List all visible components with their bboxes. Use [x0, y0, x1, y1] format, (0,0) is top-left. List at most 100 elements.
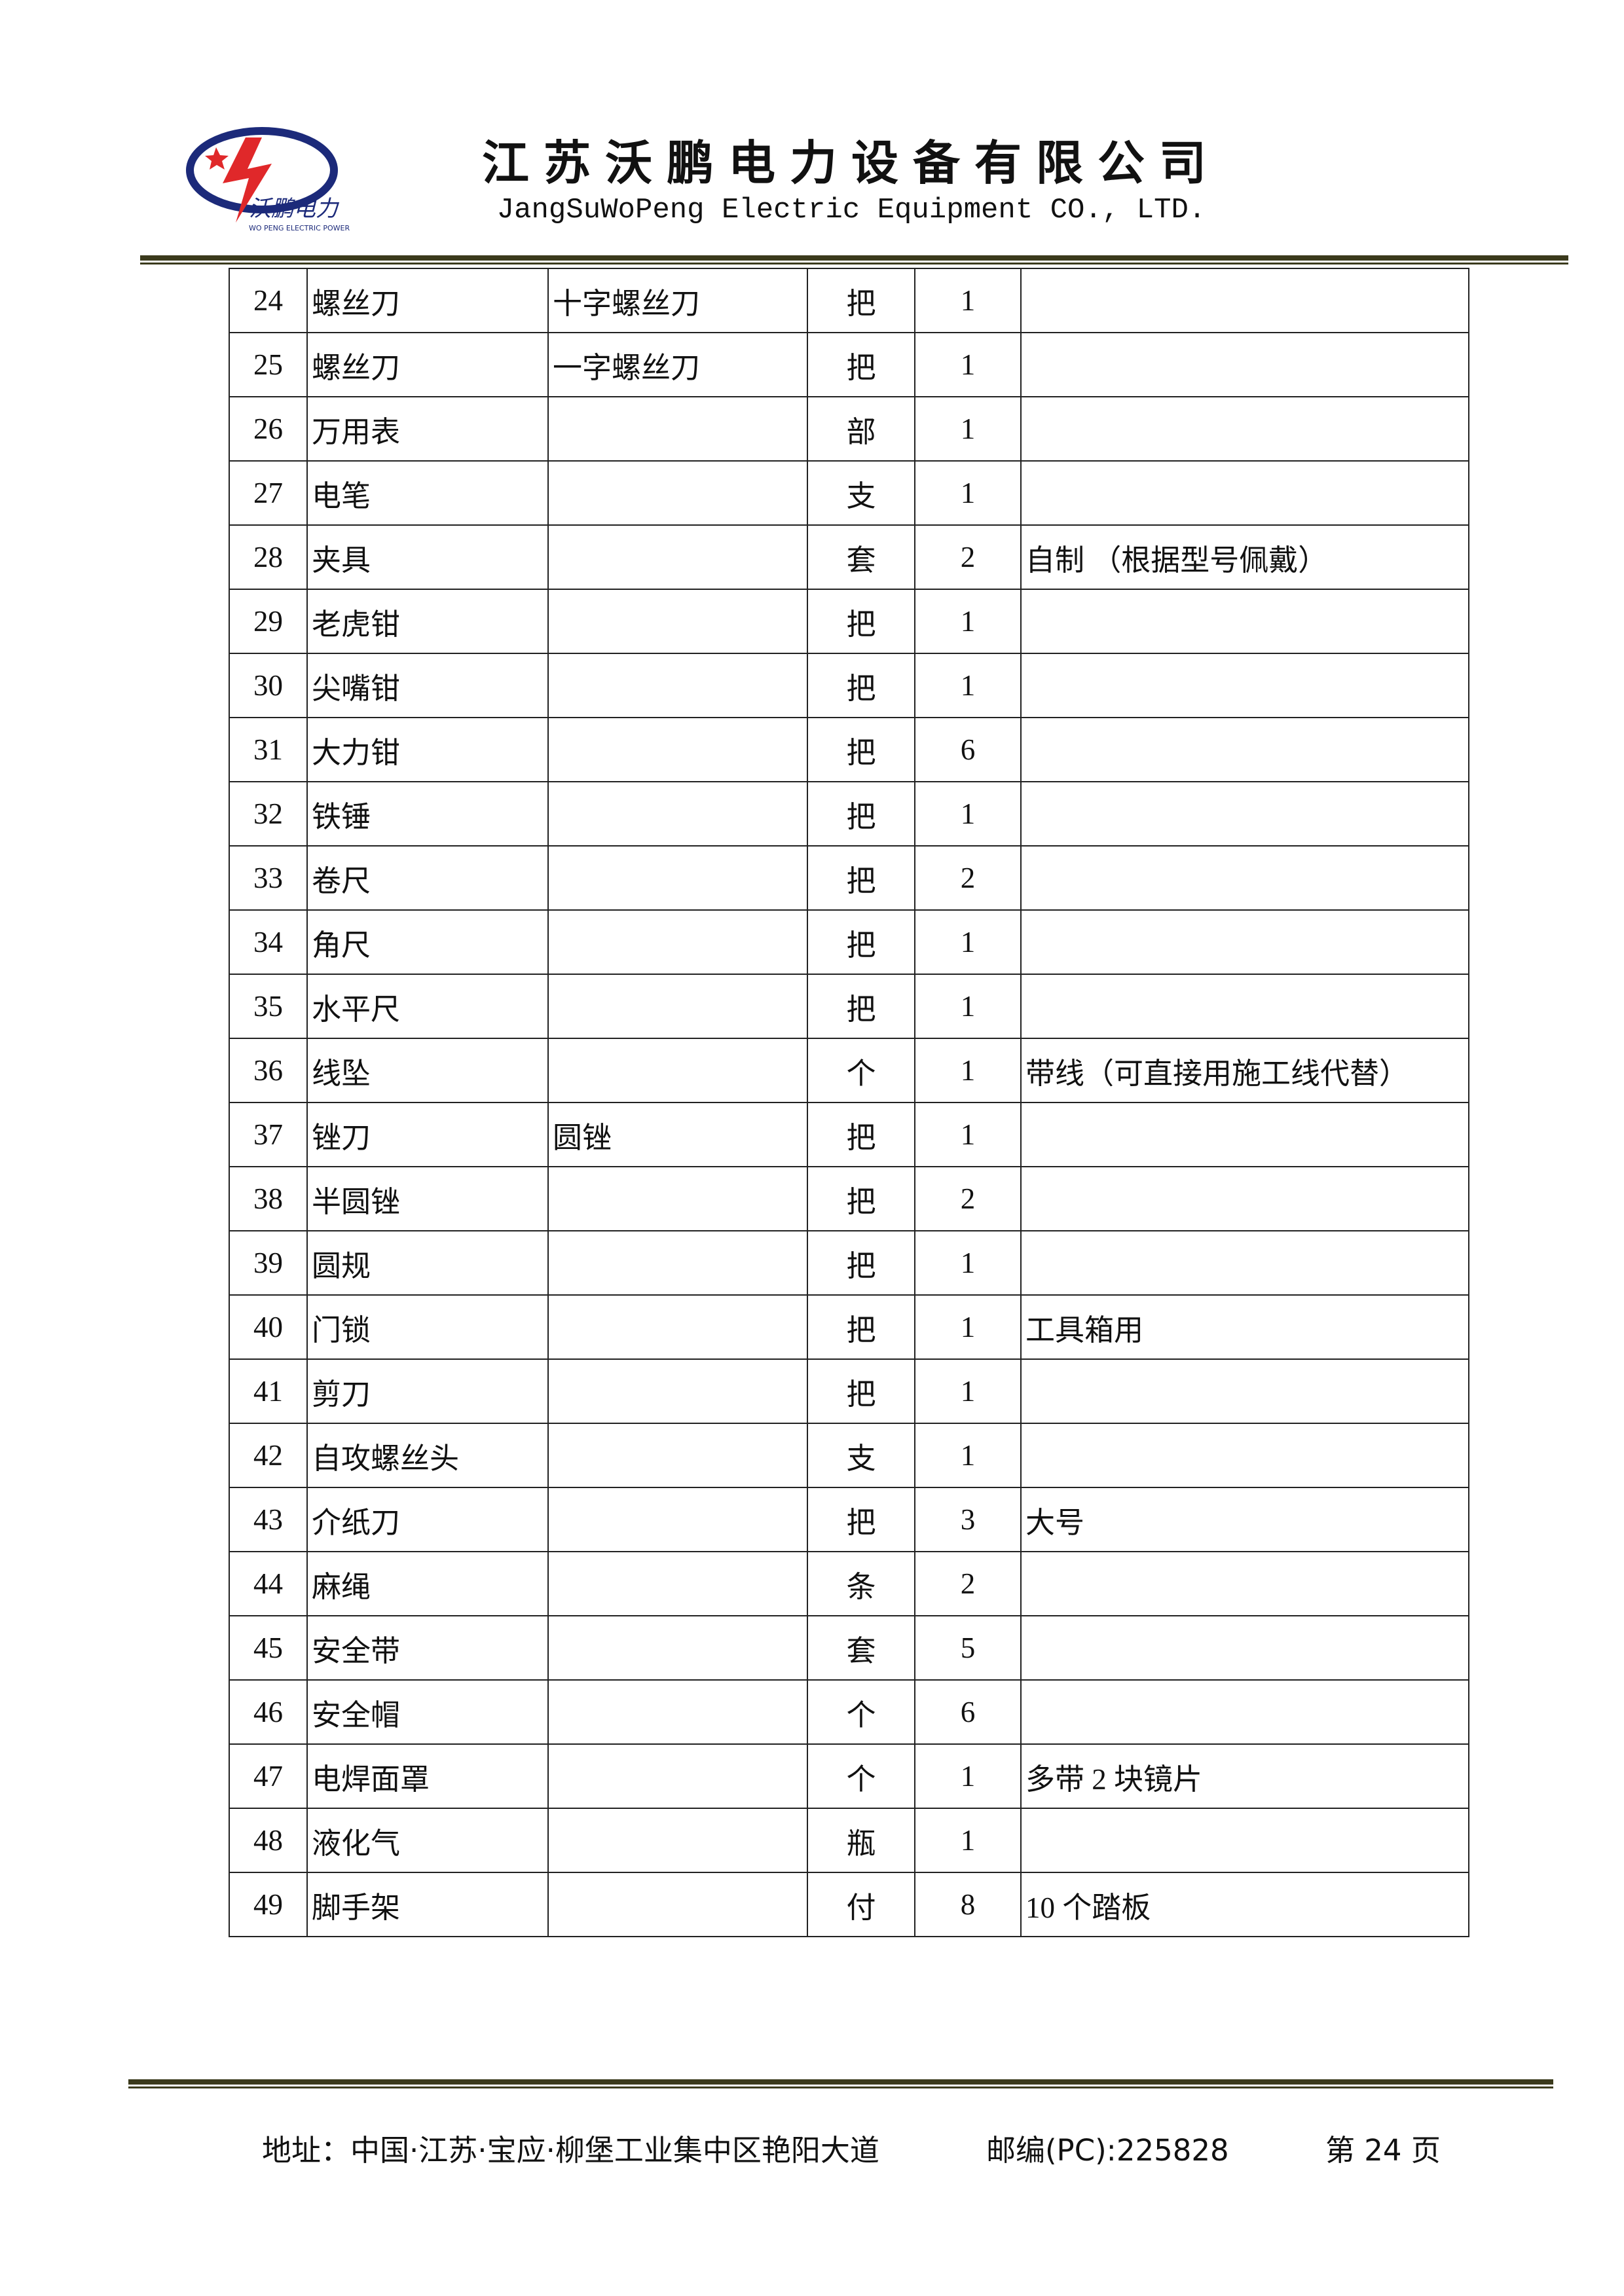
item-spec [547, 1423, 808, 1488]
footer-rule [128, 2079, 1553, 2085]
row-number: 41 [229, 1358, 308, 1424]
logo-subtext: WO PENG ELECTRIC POWER [249, 224, 350, 232]
postcode: 邮编(PC):225828 [986, 2133, 1229, 2168]
row-number: 38 [229, 1166, 308, 1231]
item-quantity: 6 [914, 1679, 1022, 1745]
table-row: 32 铁锤 把 1 [229, 781, 1469, 847]
row-number: 47 [229, 1743, 308, 1809]
item-name: 线坠 [306, 1038, 549, 1103]
logo-bolt [223, 137, 272, 223]
row-number: 27 [229, 460, 308, 526]
item-spec: 圆锉 [547, 1102, 808, 1167]
item-spec [547, 781, 808, 847]
item-unit: 条 [807, 1551, 915, 1616]
item-quantity: 1 [914, 332, 1022, 397]
item-quantity: 1 [914, 1743, 1022, 1809]
item-name: 半圆锉 [306, 1166, 549, 1231]
item-unit: 支 [807, 460, 915, 526]
item-spec [547, 1808, 808, 1873]
row-number: 33 [229, 845, 308, 911]
subtitle: JangSuWoPeng Electric Equipment CO., LTD… [496, 194, 1206, 227]
row-number: 28 [229, 524, 308, 590]
table-row: 27 电笔 支 1 [229, 460, 1469, 526]
item-spec [547, 1294, 808, 1360]
row-number: 35 [229, 974, 308, 1039]
item-spec [547, 1743, 808, 1809]
item-unit: 把 [807, 781, 915, 847]
logo-ring [186, 127, 338, 213]
item-unit: 个 [807, 1679, 915, 1745]
row-number: 37 [229, 1102, 308, 1167]
title: 江苏沃鹏电力设备有限公司 [481, 136, 1221, 191]
item-quantity: 2 [914, 1166, 1022, 1231]
item-unit: 个 [807, 1743, 915, 1809]
item-note [1020, 1102, 1469, 1167]
item-unit: 瓶 [807, 1808, 915, 1873]
item-unit: 把 [807, 653, 915, 718]
row-number: 31 [229, 717, 308, 782]
item-spec [547, 460, 808, 526]
row-number: 44 [229, 1551, 308, 1616]
item-name: 螺丝刀 [306, 268, 549, 333]
logo-star [205, 147, 229, 170]
item-quantity: 1 [914, 1423, 1022, 1488]
item-quantity: 1 [914, 1358, 1022, 1424]
item-quantity: 2 [914, 524, 1022, 590]
table-row: 33 卷尺 把 2 [229, 845, 1469, 911]
table-row: 43 介纸刀 把 3 大号 [229, 1487, 1469, 1552]
row-number: 40 [229, 1294, 308, 1360]
item-quantity: 2 [914, 1551, 1022, 1616]
table-row: 44 麻绳 条 2 [229, 1551, 1469, 1616]
item-unit: 部 [807, 396, 915, 462]
item-name: 尖嘴钳 [306, 653, 549, 718]
item-quantity: 1 [914, 460, 1022, 526]
row-number: 46 [229, 1679, 308, 1745]
item-name: 电笔 [306, 460, 549, 526]
row-number: 49 [229, 1872, 308, 1937]
item-note [1020, 1679, 1469, 1745]
item-quantity: 6 [914, 717, 1022, 782]
header-rule [140, 255, 1568, 261]
table-row: 29 老虎钳 把 1 [229, 589, 1469, 654]
item-name: 剪刀 [306, 1358, 549, 1424]
item-spec [547, 1615, 808, 1681]
item-quantity: 8 [914, 1872, 1022, 1937]
item-name: 安全帽 [306, 1679, 549, 1745]
item-note [1020, 1230, 1469, 1296]
item-spec [547, 1679, 808, 1745]
item-unit: 支 [807, 1423, 915, 1488]
row-number: 29 [229, 589, 308, 654]
item-quantity: 3 [914, 1487, 1022, 1552]
item-name: 锉刀 [306, 1102, 549, 1167]
item-quantity: 1 [914, 1102, 1022, 1167]
item-note [1020, 1808, 1469, 1873]
row-number: 32 [229, 781, 308, 847]
item-note: 自制 （根据型号佩戴） [1020, 524, 1469, 590]
table-row: 39 圆规 把 1 [229, 1230, 1469, 1296]
item-note [1020, 974, 1469, 1039]
logo-text: 沃鹏电力 [249, 196, 340, 222]
item-note [1020, 1166, 1469, 1231]
item-unit: 把 [807, 589, 915, 654]
logo: 沃鹏电力 WO PENG ELECTRIC POWER [186, 127, 350, 232]
item-name: 卷尺 [306, 845, 549, 911]
item-quantity: 1 [914, 396, 1022, 462]
item-note: 大号 [1020, 1487, 1469, 1552]
item-name: 电焊面罩 [306, 1743, 549, 1809]
item-note [1020, 460, 1469, 526]
item-note [1020, 1615, 1469, 1681]
row-number: 39 [229, 1230, 308, 1296]
item-note [1020, 845, 1469, 911]
item-spec [547, 524, 808, 590]
row-number: 25 [229, 332, 308, 397]
item-name: 夹具 [306, 524, 549, 590]
item-unit: 把 [807, 717, 915, 782]
row-number: 43 [229, 1487, 308, 1552]
item-unit: 把 [807, 1358, 915, 1424]
header-rule [140, 263, 1568, 264]
table-row: 45 安全带 套 5 [229, 1615, 1469, 1681]
table-row: 37 锉刀 圆锉把 1 [229, 1102, 1469, 1167]
table-row: 34 角尺 把 1 [229, 909, 1469, 975]
item-quantity: 1 [914, 974, 1022, 1039]
